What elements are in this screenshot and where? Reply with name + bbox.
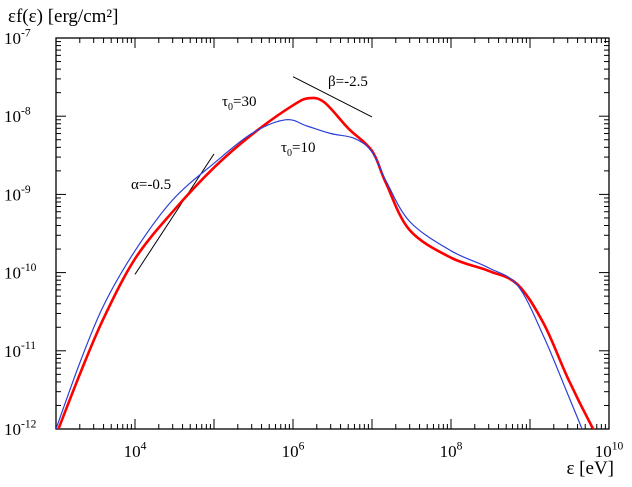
series-line-tau10: [56, 118, 583, 429]
x-tick-label: 108: [440, 439, 463, 461]
y-tick-label: 10-8: [4, 105, 31, 127]
plot-frame: [55, 37, 610, 430]
alpha-slope-line: [134, 153, 215, 275]
x-axis-label: ε [eV]: [566, 458, 614, 479]
series-label-tau10: τ0=10: [281, 140, 316, 159]
alpha-annotation: α=-0.5: [131, 177, 171, 193]
beta-annotation: β=-2.5: [328, 74, 368, 90]
x-tick-label: 1010: [595, 439, 624, 461]
y-tick-label: 10-10: [4, 261, 37, 283]
y-tick-label: 10-9: [4, 183, 31, 205]
y-tick-label: 10-11: [4, 339, 36, 361]
beta-slope-line: [292, 76, 373, 118]
x-tick-label: 106: [282, 439, 305, 461]
series-line-tau30: [57, 96, 595, 429]
series-label-tau30: τ0=30: [222, 94, 257, 113]
y-tick-label: 10-12: [4, 417, 37, 439]
x-tick-label: 104: [124, 439, 147, 461]
x-axis-ticks: 104 106 108 1010: [55, 38, 624, 461]
series-curves: [56, 96, 595, 429]
y-axis-label: εf(ε) [erg/cm²]: [8, 6, 118, 27]
y-tick-label: 10-7: [4, 26, 31, 48]
y-axis-ticks: 10-7 10-8 10-9 10-10 10-11 10-12: [4, 26, 609, 439]
